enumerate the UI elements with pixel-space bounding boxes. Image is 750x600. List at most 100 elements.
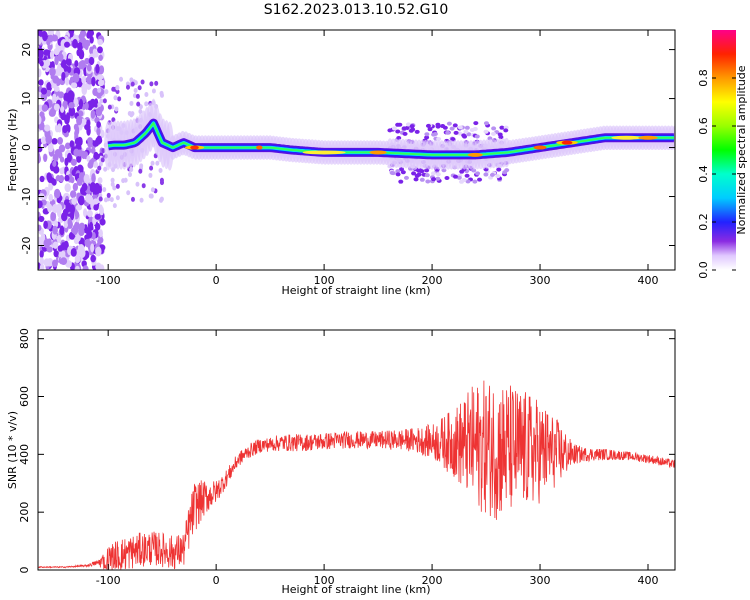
spectrum-blob [52, 160, 57, 167]
spectrum-blob [52, 241, 59, 249]
spectrum-blob [66, 152, 72, 163]
spectrum-blob [113, 95, 118, 101]
spectrum-blob [430, 171, 436, 176]
spectrum-blob [130, 81, 135, 87]
spectrum-blob [117, 96, 122, 102]
spectrum-blob [158, 167, 163, 173]
spectrum-blob [129, 167, 134, 173]
spectrum-blob [83, 208, 88, 218]
snr-y-tick-label: 400 [18, 444, 31, 465]
spectrum-blob [477, 177, 483, 182]
spectrum-blob [38, 90, 42, 98]
spectrogram-x-tick-label: 300 [530, 274, 551, 287]
spectrum-blob [76, 115, 83, 126]
spectrum-blob [60, 257, 68, 265]
snr-x-label: Height of straight line (km) [281, 583, 430, 596]
snr-series-line [38, 380, 675, 570]
chart-title: S162.2023.013.10.52.G10 [264, 2, 449, 18]
spectrum-blob [424, 135, 430, 140]
spectrum-blob [126, 84, 131, 90]
spectrum-blob [74, 125, 80, 136]
spectrum-blob [129, 100, 134, 106]
spectrum-blob [99, 98, 104, 104]
spectrum-blob [38, 68, 42, 78]
spectrum-blob [503, 128, 509, 133]
spectrum-blob [46, 82, 52, 91]
ridge-hotspot [533, 145, 547, 150]
spectrum-blob [78, 195, 85, 206]
spectrum-blob [39, 175, 45, 183]
spectrum-blob [40, 115, 46, 123]
spectrum-blob [417, 168, 423, 173]
spectrum-blob [48, 193, 54, 202]
spectrum-blob [90, 243, 95, 253]
spectrum-blob [86, 78, 93, 85]
spectrum-blob [115, 183, 120, 189]
spectrum-blob [70, 82, 78, 89]
spectrum-blob [74, 60, 79, 68]
spectrum-blob [133, 80, 138, 86]
ridge-hotspot [611, 135, 642, 140]
spectrum-blob [78, 98, 84, 109]
spectrum-blob [94, 222, 101, 231]
spectrogram-x-tick-label: 400 [638, 274, 659, 287]
spectrum-blob [88, 159, 94, 167]
spectrum-blob [43, 258, 51, 267]
spectrum-blob [60, 106, 65, 113]
spectrum-blob [45, 59, 51, 67]
spectrum-blob [489, 172, 495, 177]
snr-x-tick-label: 300 [530, 574, 551, 587]
spectrum-blob [78, 222, 85, 231]
spectrum-blob [414, 173, 420, 178]
spectrum-blob [491, 131, 497, 136]
spectrum-blob [159, 90, 164, 96]
spectrum-blob [55, 203, 63, 214]
spectrum-blob [498, 135, 504, 140]
spectrum-blob [47, 30, 55, 37]
snr-y-tick-label: 200 [18, 502, 31, 523]
spectrum-blob [409, 124, 415, 129]
spectrogram-y-tick-label: 10 [20, 92, 33, 106]
spectrum-blob [445, 130, 451, 135]
spectrum-blob [38, 154, 41, 164]
spectrum-blob [47, 143, 54, 153]
spectrum-blob [111, 86, 116, 92]
spectrum-blob [51, 138, 58, 145]
spectrum-blob [159, 197, 164, 203]
spectrum-blob [148, 193, 153, 199]
spectrum-blob [112, 203, 117, 209]
spectrum-blob [98, 54, 103, 61]
spectrum-blob [149, 165, 154, 171]
spectrum-blob [95, 108, 103, 117]
spectrum-blob [432, 132, 438, 137]
spectrum-blob [395, 129, 401, 134]
spectrum-blob [90, 109, 96, 119]
colorbar-ticks: 0.0 0.2 0.4 0.6 0.8 [697, 69, 736, 279]
spectrum-blob [414, 129, 420, 134]
spectrum-blob [67, 217, 73, 227]
spectrum-blob [452, 174, 458, 179]
spectrum-blob [483, 129, 489, 134]
ridge-hotspot [256, 145, 263, 150]
spectrum-blob [107, 104, 112, 110]
spectrum-blob [58, 175, 65, 183]
spectrum-blob [136, 101, 141, 107]
spectrum-blob [121, 178, 126, 184]
spectrum-blob [84, 123, 91, 131]
spectrum-blob [59, 156, 65, 163]
spectrum-blob [97, 87, 102, 93]
spectrum-blob [149, 81, 154, 87]
spectrum-blob [48, 109, 56, 117]
spectrum-blob [78, 33, 85, 41]
spectrum-blob [76, 149, 84, 157]
ridge-hotspot [190, 145, 199, 150]
spectrum-blob [138, 168, 143, 174]
spectrum-blob [53, 103, 60, 111]
spectrum-blob [86, 209, 93, 218]
spectrum-blob [70, 248, 77, 257]
spectrum-blob [96, 127, 101, 136]
spectrogram-frame [37, 29, 676, 271]
spectrum-blob [395, 172, 401, 177]
spectrum-blob [91, 231, 96, 240]
spectrum-blob [440, 124, 446, 129]
